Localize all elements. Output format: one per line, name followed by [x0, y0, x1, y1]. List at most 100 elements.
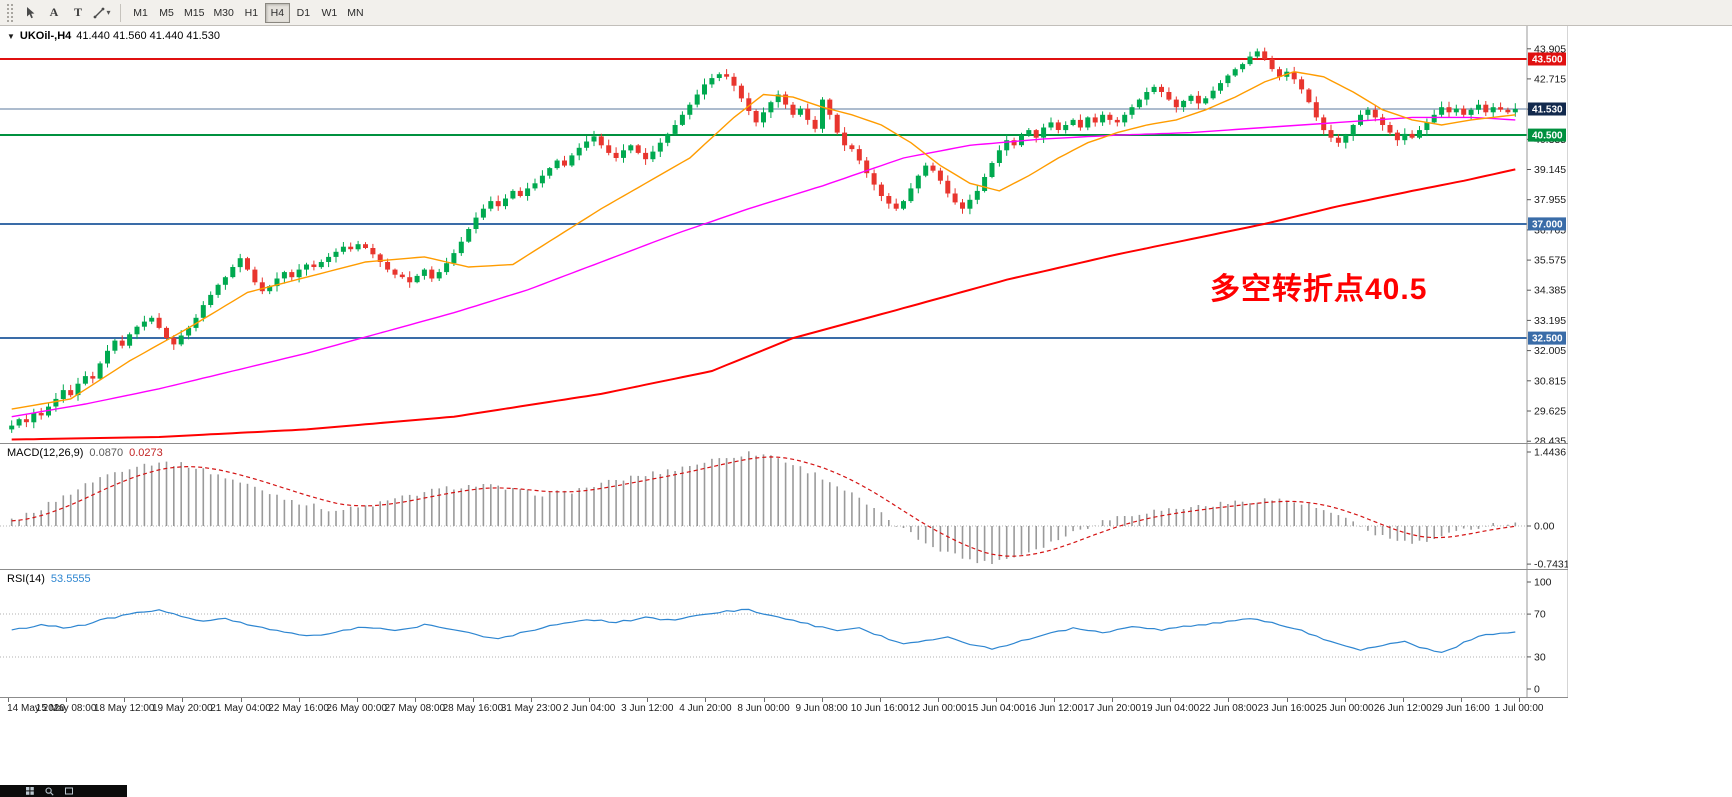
svg-text:34.385: 34.385 [1534, 285, 1566, 297]
time-axis-label: 16 Jun 12:00 [1025, 703, 1084, 714]
timeframe-m30-button[interactable]: M30 [209, 3, 237, 23]
svg-text:28.435: 28.435 [1534, 436, 1566, 443]
time-axis-tick [124, 698, 126, 702]
svg-text:37.955: 37.955 [1534, 194, 1566, 206]
toolbar-separator [120, 3, 121, 22]
time-axis-label: 8 Jun 00:00 [737, 703, 790, 714]
time-axis-label: 17 Jun 20:00 [1083, 703, 1142, 714]
time-axis-label: 25 Jun 00:00 [1315, 703, 1374, 714]
dropdown-caret-icon: ▾ [106, 8, 111, 17]
time-axis-tick [356, 698, 358, 702]
panel-splitter[interactable] [0, 569, 1568, 570]
time-axis-label: 4 Jun 20:00 [679, 703, 732, 714]
taskbar-fragment [0, 785, 127, 797]
svg-text:1.4436: 1.4436 [1534, 447, 1566, 459]
time-axis-label: 28 May 16:00 [442, 703, 504, 714]
app-icon[interactable] [65, 787, 73, 795]
time-axis-label: 15 May 08:00 [35, 703, 97, 714]
svg-text:35.575: 35.575 [1534, 255, 1566, 267]
timeframe-h1-button[interactable]: H1 [239, 3, 264, 23]
time-axis-label: 2 Jun 04:00 [563, 703, 616, 714]
svg-text:33.195: 33.195 [1534, 315, 1566, 327]
macd-signal-value: 0.0273 [129, 447, 163, 459]
time-axis-tick [879, 698, 881, 702]
panel-splitter[interactable] [0, 443, 1568, 444]
timeframe-w1-button[interactable]: W1 [317, 3, 342, 23]
time-axis-tick [182, 698, 184, 702]
time-axis-label: 31 May 23:00 [500, 703, 562, 714]
time-axis-tick [589, 698, 591, 702]
svg-text:43.905: 43.905 [1534, 43, 1566, 55]
time-axis-tick [8, 698, 9, 702]
text-tool-button[interactable]: A [43, 3, 65, 23]
time-axis-label: 26 Jun 12:00 [1373, 703, 1432, 714]
svg-text:30: 30 [1534, 651, 1546, 663]
svg-text:0: 0 [1534, 684, 1540, 696]
top-toolbar: A T ▾ M1 M5 M15 M30 H1 H4 D1 W1 MN [0, 0, 1732, 26]
pointer-tool-button[interactable] [19, 3, 41, 23]
svg-text:0.00: 0.00 [1534, 521, 1555, 533]
timeframe-m5-button[interactable]: M5 [154, 3, 179, 23]
time-axis-tick [996, 698, 997, 702]
svg-text:41.530: 41.530 [1532, 105, 1563, 116]
time-axis-label: 3 Jun 12:00 [621, 703, 674, 714]
chart-annotation-text[interactable]: 多空转折点40.5 [1210, 273, 1428, 306]
symbol-label: UKOil-,H4 [19, 30, 72, 42]
svg-text:37.000: 37.000 [1532, 219, 1563, 230]
rsi-value: 53.5555 [50, 573, 91, 585]
search-icon[interactable] [45, 786, 54, 796]
rsi-indicator-plot[interactable]: 100 70 30 0 [0, 570, 1568, 697]
macd-name: MACD(12,26,9) [7, 447, 84, 459]
svg-text:100: 100 [1534, 577, 1552, 589]
chart-title: ▼ UKOil-,H4 41.440 41.560 41.440 41.530 [7, 30, 220, 42]
time-axis-tick [1112, 698, 1114, 702]
panel-splitter[interactable] [0, 697, 1568, 698]
time-axis-tick [414, 698, 416, 702]
type-tool-button[interactable]: T [67, 3, 89, 23]
time-axis-label: 18 May 12:00 [93, 703, 155, 714]
time-axis-tick [472, 698, 474, 702]
time-axis-label: 29 Jun 16:00 [1431, 703, 1490, 714]
start-icon[interactable] [26, 787, 34, 795]
toolbar-grip[interactable] [7, 3, 13, 22]
macd-histogram-value: 0.0870 [89, 447, 124, 459]
macd-indicator-plot[interactable]: 1.4436 0.00 -0.7431 [0, 444, 1568, 569]
timeframe-h4-button[interactable]: H4 [264, 2, 290, 23]
main-chart-plot[interactable]: 43.90542.71541.52540.33539.14537.95536.7… [0, 26, 1568, 443]
symbol-dropdown-icon[interactable]: ▼ [7, 31, 15, 41]
time-axis-tick [298, 698, 300, 702]
time-axis-tick [240, 698, 242, 702]
svg-text:43.500: 43.500 [1532, 55, 1563, 66]
timeframe-m1-button[interactable]: M1 [128, 3, 153, 23]
shapes-tool-button[interactable]: ▾ [91, 3, 113, 23]
time-axis-tick [1519, 698, 1520, 702]
svg-text:-0.7431: -0.7431 [1534, 559, 1568, 569]
time-axis-label: 1 Jul 00:00 [1494, 703, 1544, 714]
time-axis-tick [1344, 698, 1346, 702]
svg-text:30.815: 30.815 [1534, 375, 1566, 387]
timeframe-d1-button[interactable]: D1 [291, 3, 316, 23]
time-axis-tick [705, 698, 707, 702]
time-axis-label: 21 May 04:00 [210, 703, 271, 714]
time-axis-label: 10 Jun 16:00 [850, 703, 909, 714]
macd-label: MACD(12,26,9) 0.0870 0.0273 [7, 447, 163, 459]
svg-text:29.625: 29.625 [1534, 406, 1566, 418]
time-axis-label: 22 May 16:00 [268, 703, 329, 714]
time-axis-tick [647, 698, 649, 702]
svg-text:70: 70 [1534, 609, 1546, 621]
time-axis-tick [1286, 698, 1288, 702]
time-axis-tick [1170, 698, 1172, 702]
time-axis-tick [937, 698, 939, 702]
timeframe-button-group: M1 M5 M15 M30 H1 H4 D1 W1 MN [128, 2, 368, 23]
time-axis-label: 12 Jun 00:00 [908, 703, 967, 714]
timeframe-mn-button[interactable]: MN [343, 3, 368, 23]
time-axis[interactable]: 14 May 2020 15 May 08:00 18 May 12:00 19 Ma… [0, 698, 1568, 718]
time-axis-tick [763, 698, 765, 702]
svg-text:39.145: 39.145 [1534, 164, 1566, 176]
timeframe-m15-button[interactable]: M15 [180, 3, 208, 23]
time-axis-label: 15 Jun 04:00 [967, 703, 1025, 714]
time-axis-tick [66, 698, 68, 702]
time-axis-label: 9 Jun 08:00 [795, 703, 848, 714]
price-axis[interactable] [1527, 26, 1568, 697]
